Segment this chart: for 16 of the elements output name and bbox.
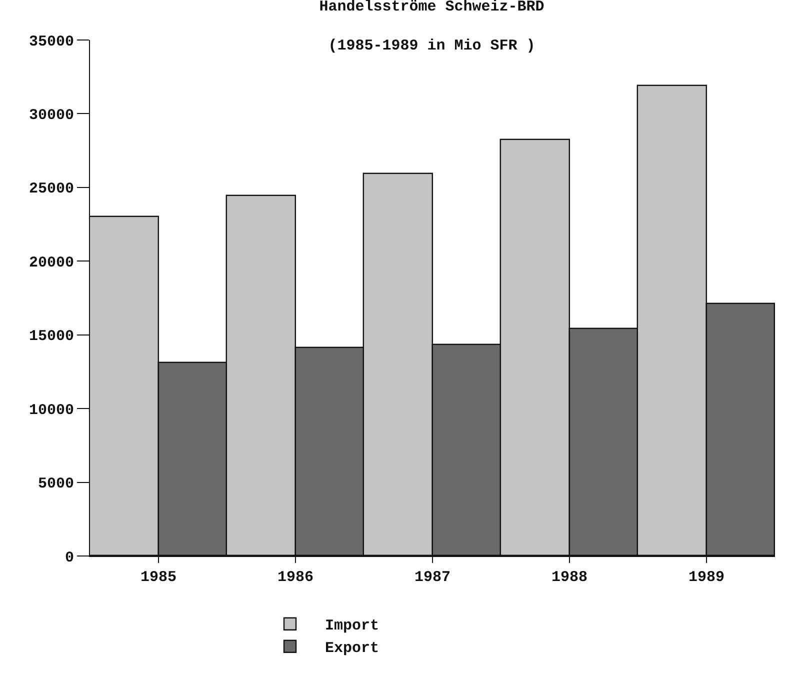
x-tick-label: 1986 [277, 569, 314, 586]
y-tick-label: 20000 [28, 254, 74, 272]
y-tick-label: 10000 [28, 402, 74, 419]
legend-label: Import [325, 618, 380, 635]
x-tick-label: 1987 [414, 569, 451, 586]
y-tick-label: 35000 [28, 33, 74, 50]
x-tick-label: 1985 [140, 569, 177, 586]
chart-subtitle: (1985-1989 in Mio SFR ) [328, 37, 536, 54]
y-tick-label: 0 [64, 549, 74, 566]
y-tick-label: 15000 [28, 328, 74, 346]
y-tick-label: 5000 [38, 476, 74, 493]
x-tick-label: 1988 [551, 569, 588, 586]
legend-label: Export [325, 640, 380, 658]
y-tick-label: 30000 [28, 106, 74, 124]
y-tick-label: 25000 [28, 180, 74, 198]
x-tick-label: 1989 [688, 569, 725, 586]
